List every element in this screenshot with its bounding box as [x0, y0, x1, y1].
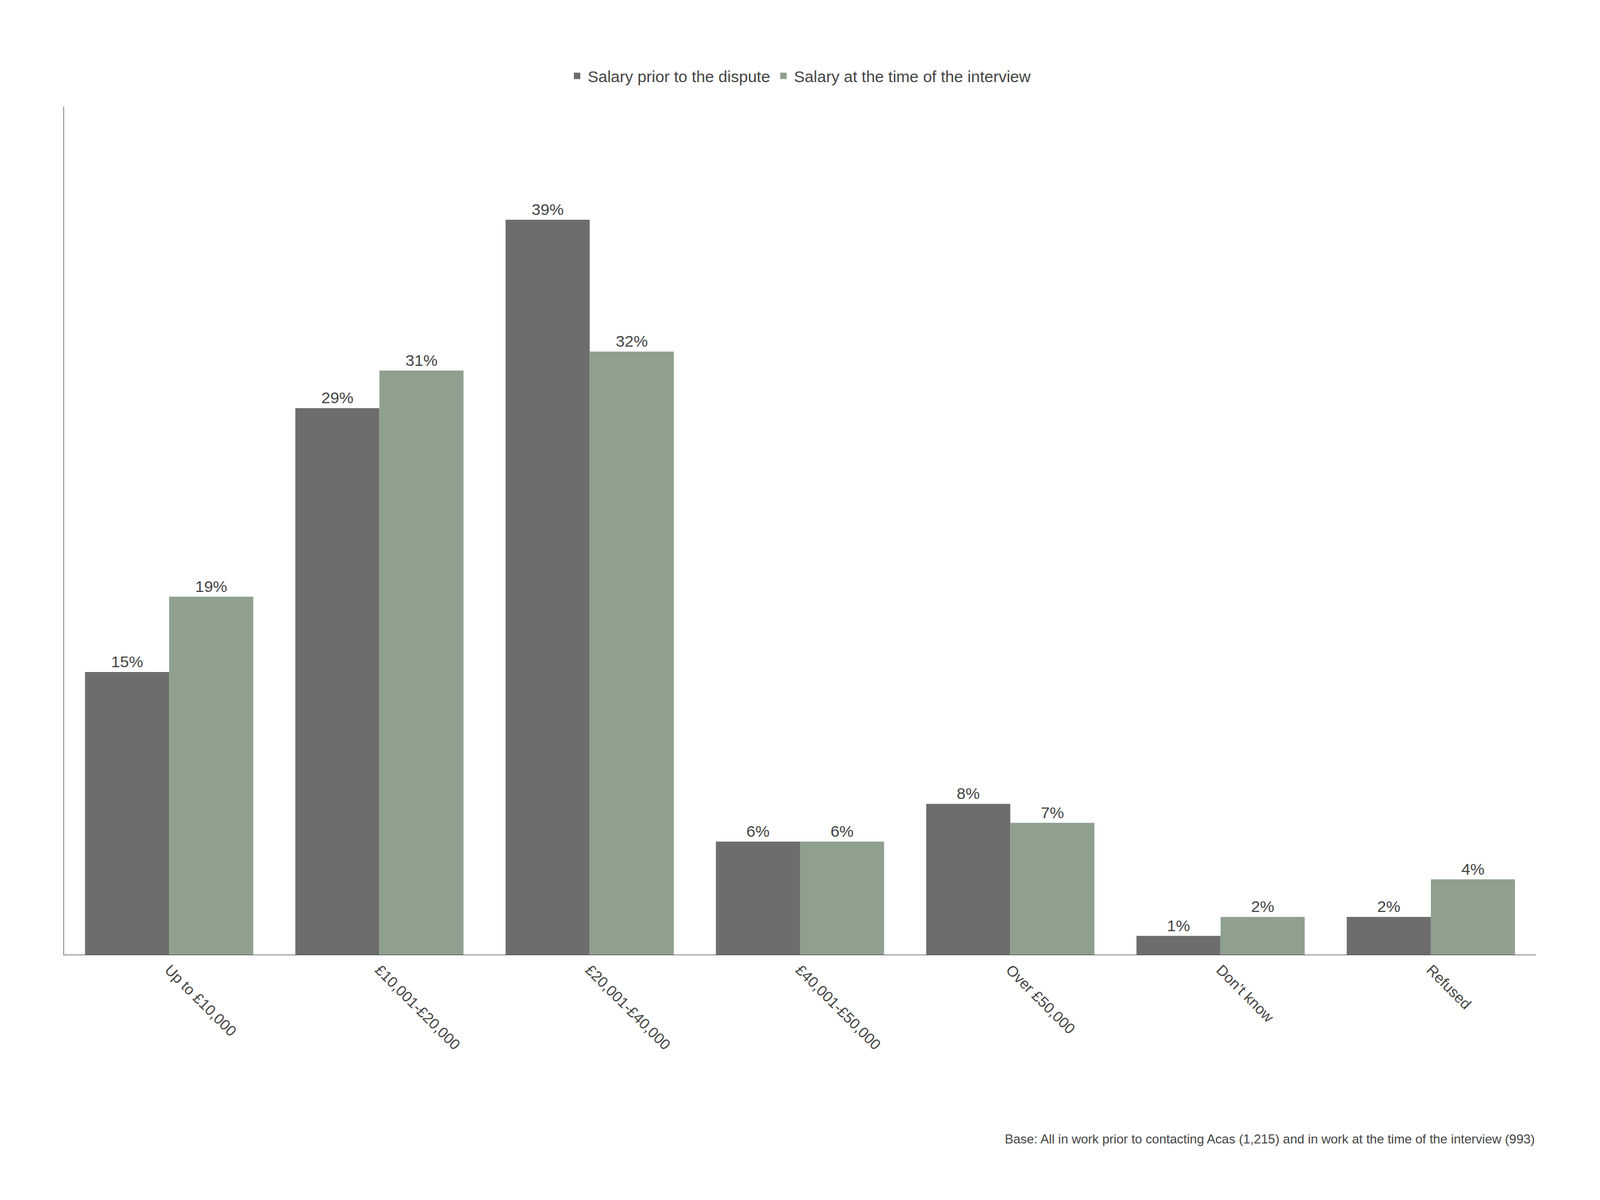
svg-text:29%: 29% [321, 388, 354, 407]
svg-text:Up to £10,000: Up to £10,000 [161, 961, 240, 1040]
svg-text:31%: 31% [405, 351, 438, 370]
svg-text:Base: All in work prior to con: Base: All in work prior to contacting Ac… [1004, 1131, 1535, 1147]
svg-text:15%: 15% [110, 652, 143, 671]
svg-text:Salary at the time of the inte: Salary at the time of the interview [794, 67, 1031, 86]
svg-text:6%: 6% [746, 822, 770, 840]
svg-text:6%: 6% [830, 822, 854, 840]
svg-text:£40,001-£50,000: £40,001-£50,000 [792, 961, 885, 1054]
svg-text:£10,001-£20,000: £10,001-£20,000 [371, 961, 464, 1054]
svg-text:8%: 8% [956, 784, 980, 803]
svg-text:19%: 19% [195, 577, 228, 596]
svg-text:32%: 32% [616, 332, 648, 350]
svg-text:39%: 39% [531, 200, 564, 219]
svg-text:2%: 2% [1377, 897, 1400, 916]
svg-text:7%: 7% [1040, 803, 1064, 822]
svg-text:2%: 2% [1251, 897, 1275, 916]
svg-text:4%: 4% [1461, 860, 1485, 878]
svg-text:£20,001-£40,000: £20,001-£40,000 [582, 961, 675, 1054]
svg-text:1%: 1% [1166, 916, 1190, 935]
svg-text:Don’t know: Don’t know [1212, 961, 1277, 1026]
svg-text:Refused: Refused [1423, 961, 1475, 1013]
svg-text:Over £50,000: Over £50,000 [1002, 961, 1079, 1038]
svg-text:Salary prior to the dispute: Salary prior to the dispute [587, 67, 771, 86]
